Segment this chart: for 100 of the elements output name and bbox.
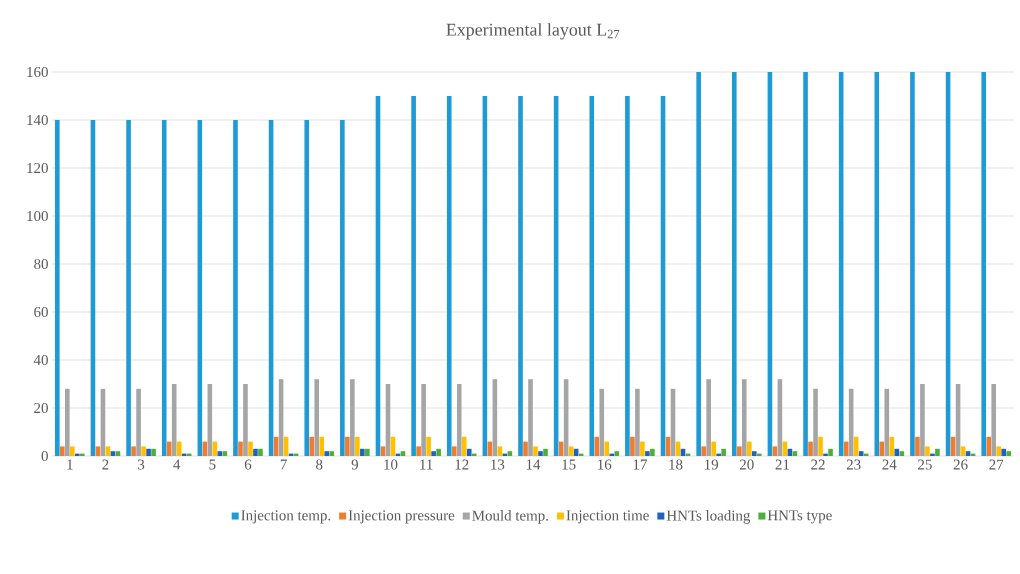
bar [828, 448, 833, 456]
bar [599, 388, 605, 456]
legend-label: Mould temp. [472, 510, 548, 524]
bar [456, 384, 462, 456]
bar [533, 446, 538, 456]
bar [589, 96, 595, 456]
bar [650, 448, 655, 456]
bar [635, 388, 640, 456]
bar [345, 436, 350, 456]
bar [614, 451, 620, 456]
bar [355, 436, 360, 456]
x-tick-label: 5 [209, 459, 216, 470]
bar [60, 446, 65, 456]
bar [645, 451, 650, 456]
bar [471, 453, 477, 456]
bar [594, 436, 600, 456]
bar [350, 379, 355, 456]
bar [823, 453, 828, 456]
bar [314, 379, 320, 456]
x-tick-label: 12 [455, 459, 469, 470]
x-tick-label: 17 [633, 459, 647, 470]
bar [380, 446, 386, 456]
bar [426, 436, 431, 456]
x-tick-label: 19 [704, 459, 719, 470]
bar [625, 96, 630, 456]
bar [528, 379, 533, 456]
bar [792, 451, 798, 456]
bar [258, 448, 263, 456]
bar [858, 451, 864, 456]
bar [181, 453, 187, 456]
bar [243, 384, 248, 456]
bar [105, 446, 111, 456]
bar [70, 446, 75, 456]
y-tick-label: 20 [34, 402, 48, 414]
bar [986, 436, 991, 456]
x-tick-label: 26 [953, 459, 968, 470]
bar [935, 448, 940, 456]
bar [910, 72, 915, 456]
bar [808, 441, 813, 456]
bar [604, 441, 610, 456]
bar [146, 448, 151, 456]
bar [166, 441, 172, 456]
legend-label: HNTs loading [666, 510, 751, 524]
x-tick-label: 2 [102, 459, 109, 470]
bar [538, 451, 543, 456]
x-tick-label: 13 [491, 459, 505, 470]
bar [365, 448, 370, 456]
bar [915, 436, 920, 456]
bar [991, 384, 996, 456]
bar [523, 441, 528, 456]
bar [701, 446, 706, 456]
bar [507, 451, 513, 456]
bar [171, 384, 177, 456]
bar [416, 446, 421, 456]
y-tick-label: 80 [34, 258, 48, 270]
y-tick-label: 60 [34, 306, 48, 318]
bar [329, 451, 335, 456]
x-tick-label: 8 [316, 459, 323, 470]
bar [115, 451, 121, 456]
chart-title: Experimental layout L$_{27}$ [446, 23, 620, 40]
bar [217, 451, 223, 456]
x-tick-label: 27 [989, 459, 1004, 470]
bar [238, 441, 243, 456]
bar [640, 441, 645, 456]
bar [813, 388, 818, 456]
bar [233, 120, 238, 456]
bar [324, 451, 330, 456]
x-tick-label: 24 [882, 459, 897, 470]
bar [741, 379, 747, 456]
legend-label: Injection temp. [241, 510, 331, 524]
bar [751, 451, 757, 456]
bar [131, 446, 136, 456]
x-tick-label: 14 [526, 459, 541, 470]
x-tick-label: 4 [173, 459, 181, 470]
x-tick-label: 3 [138, 459, 145, 470]
bar [630, 436, 635, 456]
bar [772, 446, 778, 456]
bar [248, 441, 253, 456]
bar [965, 451, 971, 456]
bar [721, 448, 726, 456]
bar [176, 441, 182, 456]
bar [65, 388, 70, 456]
bar [736, 446, 742, 456]
x-tick-label: 21 [775, 459, 789, 470]
x-tick-label: 1 [67, 459, 73, 470]
bar [696, 72, 701, 456]
bar [803, 72, 808, 456]
bar [141, 446, 146, 456]
bar [309, 436, 315, 456]
bar [731, 72, 737, 456]
bar [716, 453, 721, 456]
bar [466, 448, 472, 456]
x-tick-label: 22 [811, 459, 825, 470]
y-tick-label: 140 [27, 114, 48, 126]
y-tick-label: 40 [33, 354, 48, 366]
bar [446, 96, 452, 456]
bar [95, 446, 101, 456]
x-tick-label: 15 [562, 459, 576, 470]
x-tick-label: 18 [669, 459, 683, 470]
bar [161, 120, 167, 456]
